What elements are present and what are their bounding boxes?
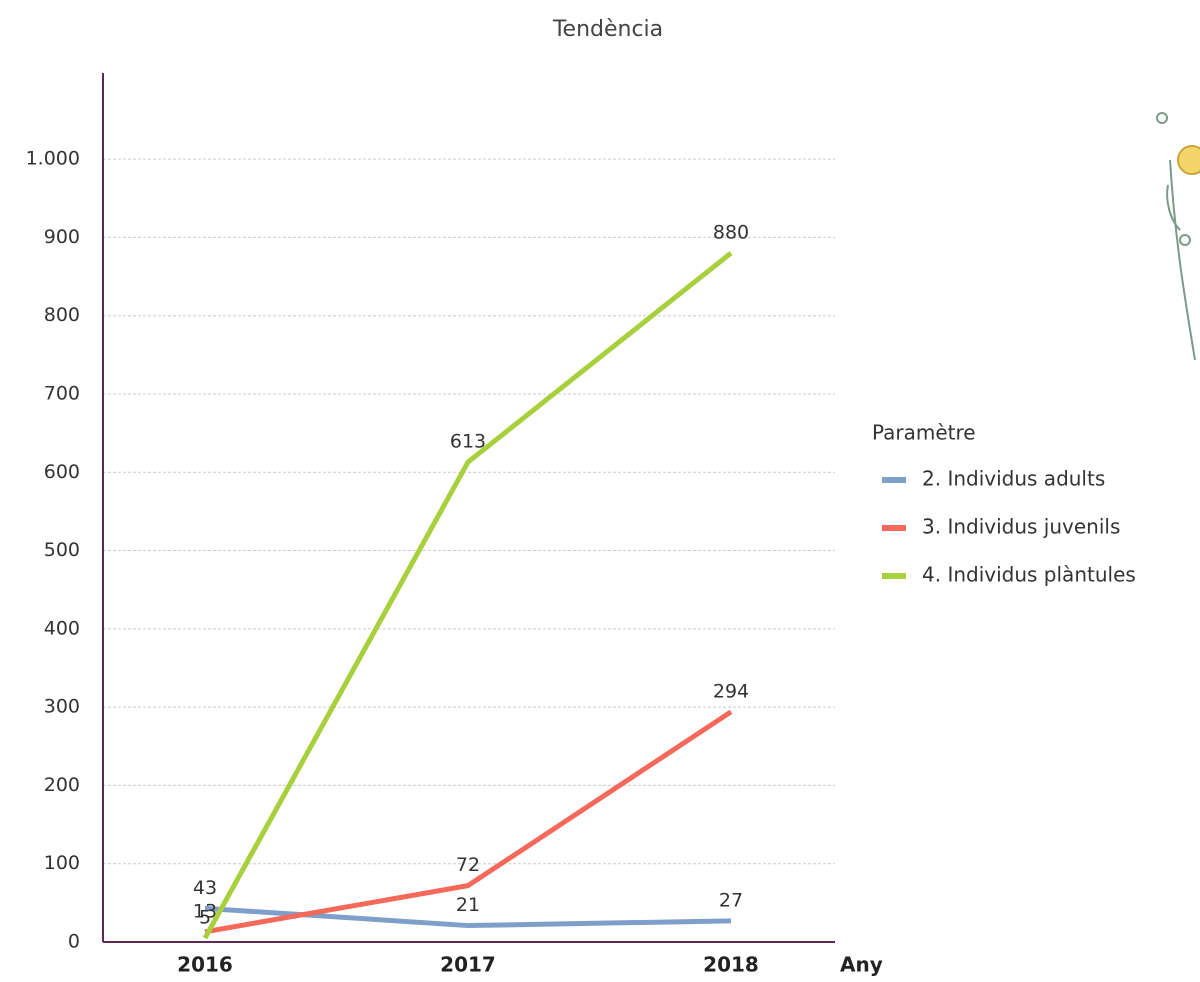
data-label: 880 [713,222,749,244]
y-tick-label: 500 [44,539,80,561]
series-line [202,251,733,940]
data-label: 13 [193,900,217,922]
y-tick-label: 400 [44,617,80,639]
x-tick-label: 2017 [440,953,496,977]
legend-label: 4. Individus plàntules [922,563,1136,587]
decoration [1156,112,1200,361]
y-tick-label: 0 [68,931,80,953]
y-tick-label: 1.000 [26,148,80,170]
data-label: 21 [456,894,480,916]
y-tick-label: 100 [44,852,80,874]
x-tick-label: 2018 [703,953,759,977]
y-tick-label: 300 [44,696,80,718]
data-label: 72 [456,854,480,876]
legend-label: 2. Individus adults [922,467,1105,491]
legend-title: Paramètre [872,421,976,445]
y-tick-label: 800 [44,304,80,326]
data-label: 5 [199,907,211,929]
y-tick-label: 700 [44,382,80,404]
data-label: 27 [719,889,743,911]
x-axis-label: Any [840,953,883,977]
y-tick-label: 200 [44,774,80,796]
data-label: 43 [193,877,217,899]
legend-label: 3. Individus juvenils [922,515,1120,539]
series-line [204,709,733,935]
y-tick-label: 900 [44,226,80,248]
data-label: 613 [450,431,486,453]
chart-title: Tendència [552,17,663,42]
y-tick-label: 600 [44,461,80,483]
x-tick-label: 2016 [177,953,233,977]
data-label: 294 [713,680,749,702]
